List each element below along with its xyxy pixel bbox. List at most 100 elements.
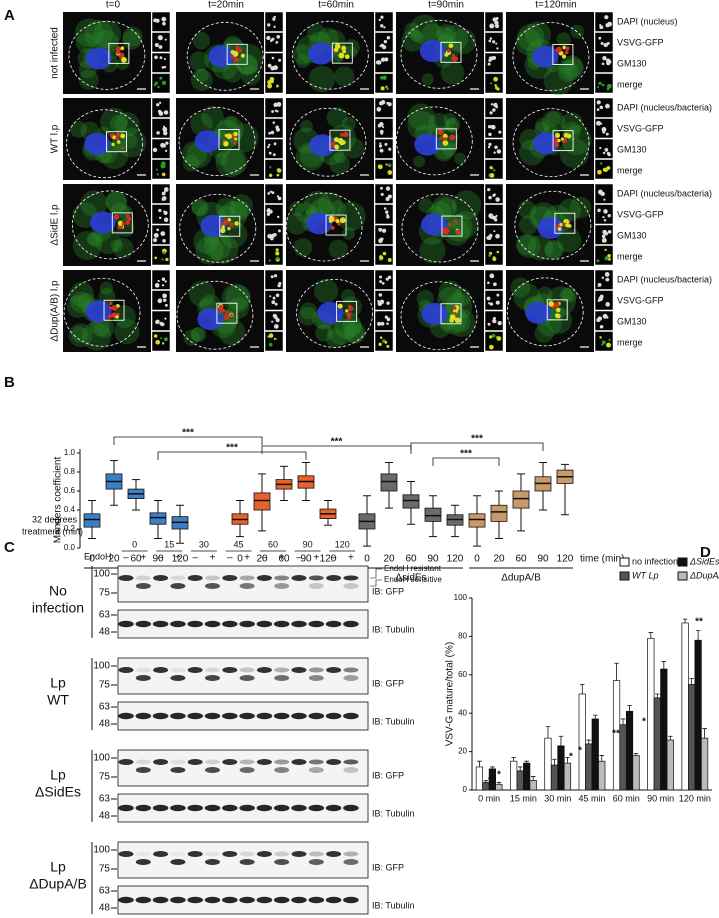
band [135,804,152,812]
band [325,804,342,812]
box [468,513,486,528]
band [256,575,272,581]
inset-signal [272,121,276,124]
golgi [449,318,454,323]
band [308,851,324,857]
golgi [227,226,231,231]
band [135,851,151,857]
error-bar [580,684,585,694]
gfp-signal [558,198,582,222]
gfp-signal [70,120,87,138]
inset-signal [153,232,159,238]
golgi [220,227,226,234]
ib-label: IB: GFP [372,586,404,596]
row-label: ΔDup(A/B) l.p [50,280,61,342]
inset-signal [601,83,605,87]
band [308,859,324,865]
gfp-signal [112,238,134,259]
y-tick-label: 0.2 [64,524,76,533]
x-tick-label: 120 [320,554,337,565]
inset-signal [386,101,390,105]
inset-signal [379,122,384,127]
gfp-signal [546,286,576,316]
marker-label: 75 [99,772,111,783]
gfp-signal [326,328,347,349]
gfp-signal [314,278,339,303]
inset-signal [273,274,278,278]
inset-signal [375,60,381,65]
gfp-signal [296,54,310,69]
zoom-box [329,129,351,151]
zoom-box [226,43,248,65]
band [152,712,169,720]
inset-signal [164,38,167,41]
golgi [223,141,229,147]
inset-signal [599,24,602,27]
band [256,896,273,904]
gfp-signal [416,289,434,308]
bar [523,762,531,791]
channel-label: GM130 [617,316,647,326]
inset-signal [153,334,158,338]
inset-signal [380,57,386,62]
inset-signal [597,85,600,89]
band [343,667,359,673]
nucleus [419,40,446,63]
gfp-signal [344,323,365,344]
band [239,575,255,581]
gfp-signal [237,55,258,76]
box [253,492,271,511]
y-tick-label: 100 [454,593,468,602]
gfp-signal [189,51,210,72]
bar [557,745,565,791]
inset-signal [386,215,390,219]
golgi [234,221,239,226]
legend-swatch [677,571,688,581]
legend-swatch [619,571,630,581]
inset-signal [487,281,490,285]
golgi [333,47,339,53]
band [256,667,272,673]
gfp-signal [441,24,469,51]
marker-label: 63 [99,794,111,805]
error-bar [552,758,557,766]
inset-signal [497,320,502,326]
micrograph [176,183,284,266]
bar [510,760,518,791]
micrograph [176,97,284,180]
gfp-signal [559,288,574,302]
inset-signal [268,259,271,262]
golgi [548,300,555,307]
nucleus [309,134,336,157]
inset-signal [495,86,499,90]
band [170,767,186,773]
band [256,759,272,765]
treatment-label: treatment (min) [22,526,83,536]
inset [151,11,171,32]
zoom-box [554,212,576,234]
inset-signal [492,108,496,112]
inset-signal [162,251,166,255]
x-tick-label: 60 [130,554,142,565]
inset-signal [492,40,496,44]
golgi [454,317,461,324]
inset [151,32,171,53]
box [149,512,167,525]
significance-label: *** [471,434,483,445]
significance-label: * [497,770,501,781]
channel-label: merge [617,165,643,175]
ib-label: IB: Tubulin [372,808,415,818]
gfp-signal [109,114,128,133]
inset-signal [157,85,160,89]
x-tick-label: 90 [537,554,549,565]
band [187,759,203,765]
band [325,620,342,628]
legend-swatch [619,557,630,567]
inset-signal [490,274,495,279]
inset-signal [267,233,272,239]
band [187,575,203,581]
micrograph [285,183,394,266]
band [239,851,255,857]
cell-outline [285,192,363,262]
significance-label: * [578,746,582,757]
